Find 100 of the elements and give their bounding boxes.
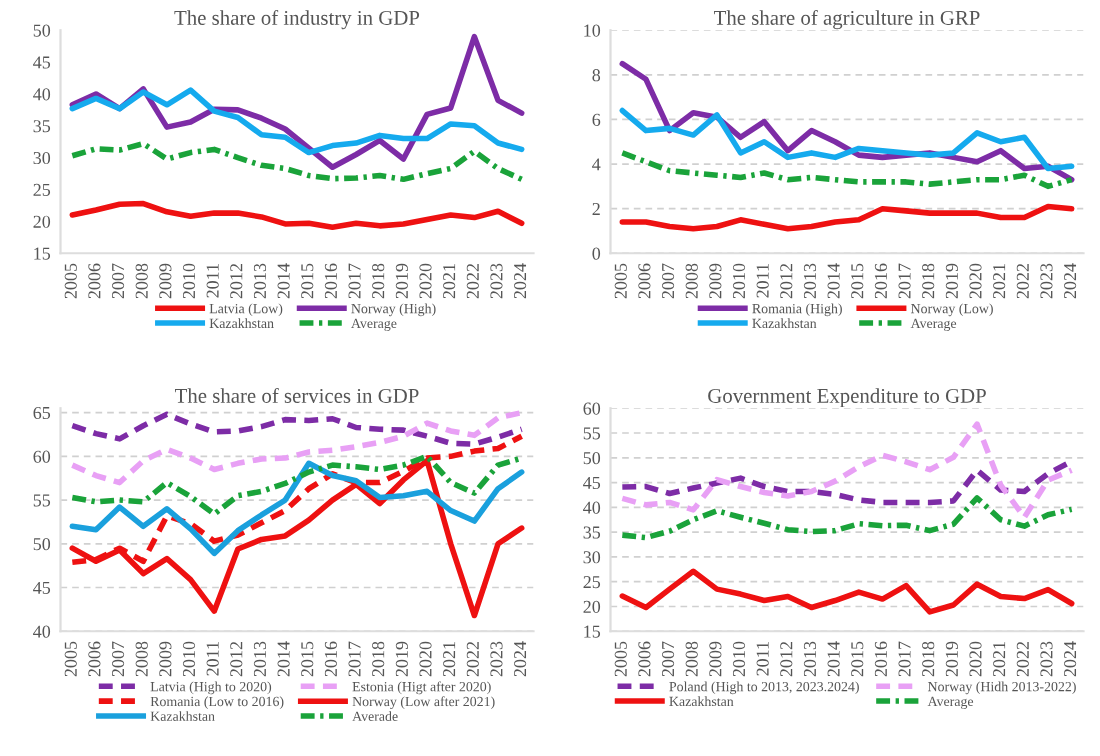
x-tick-label: 2007 [661,641,675,677]
x-tick-label: 2012 [230,641,243,677]
x-tick-label: 2011 [756,264,769,298]
x-tick-label: 2011 [756,642,769,676]
x-tick-label: 2009 [159,263,172,299]
y-tick-label: 55 [33,494,51,507]
x-tick-label: 2013 [803,641,817,677]
x-tick-label: 2020 [419,263,432,299]
y-tick-label: 8 [592,69,601,82]
x-tick-label: 2023 [1040,641,1053,677]
y-tick-label: 45 [33,56,51,69]
x-tick-label: 2024 [1064,641,1077,677]
y-tick-label: 50 [583,452,601,465]
x-tick-label: 2019 [945,263,958,299]
x-tick-label: 2011 [206,642,219,676]
x-tick-label: 2006 [638,641,651,677]
x-tick-label: 2016 [874,263,887,299]
x-tick-label: 2019 [395,263,408,299]
x-tick-label: 2022 [466,263,479,299]
x-tick-label: 2020 [969,641,982,677]
x-tick-label: 2024 [1064,263,1077,299]
x-tick-label: 2010 [182,263,196,299]
x-tick-label: 2007 [111,263,125,299]
y-tick-label: 50 [33,24,51,37]
x-tick-label: 2018 [372,263,385,299]
x-tick-label: 2020 [419,641,432,677]
line-series [69,411,525,447]
chart-title: Government Expenditure to GDP [708,388,986,408]
x-tick-label: 2008 [685,263,698,299]
line-series [69,460,525,557]
line-series [69,453,525,517]
x-tick-label: 2022 [466,641,479,677]
x-tick-label: 2013 [253,263,267,299]
y-tick-label: 4 [592,158,601,171]
line-series [619,495,1075,541]
x-tick-label: 2016 [324,263,337,299]
x-tick-label: 2023 [490,641,503,677]
x-tick-label: 2009 [709,263,722,299]
x-tick-label: 2012 [230,263,243,299]
y-tick-label: 30 [33,151,51,165]
x-tick-label: 2017 [348,641,361,677]
y-tick-label: 10 [584,24,601,37]
y-tick-label: 25 [33,183,51,196]
x-tick-label: 2011 [206,264,219,298]
x-tick-label: 2006 [88,641,101,677]
x-tick-label: 2018 [372,641,385,677]
y-tick-label: 45 [583,476,601,490]
line-series [619,568,1075,615]
x-tick-label: 2021 [993,264,1006,299]
y-tick-label: 25 [583,576,601,589]
x-tick-label: 2014 [827,641,840,677]
x-tick-label: 2005 [614,641,627,677]
y-tick-label: 60 [583,402,601,415]
x-tick-label: 2012 [780,263,793,299]
x-tick-label: 2024 [514,641,527,677]
y-tick-label: 20 [33,215,51,228]
x-tick-label: 2016 [324,641,337,677]
x-tick-label: 2009 [709,641,722,677]
x-tick-label: 2014 [277,263,290,299]
x-tick-label: 2019 [945,641,958,677]
line-series [69,87,525,156]
x-tick-label: 2014 [827,263,840,299]
x-tick-label: 2014 [277,641,290,677]
x-tick-label: 2005 [64,641,77,677]
line-series [619,421,1075,521]
x-tick-label: 2007 [111,641,125,677]
chart-title: The share of services in GDP [175,388,419,403]
x-tick-label: 2016 [874,641,887,677]
x-tick-label: 2006 [638,263,651,299]
x-tick-label: 2023 [1040,263,1053,299]
x-tick-label: 2007 [661,263,675,299]
y-tick-label: 40 [33,88,51,101]
y-tick-label: 55 [583,427,601,440]
y-tick-label: 45 [33,581,51,594]
x-tick-label: 2023 [490,263,503,299]
y-tick-label: 30 [583,551,601,564]
line-series [619,107,1075,172]
line-series [69,409,525,486]
x-tick-label: 2017 [898,263,911,299]
y-tick-label: 2 [592,202,600,215]
y-tick-label: 15 [34,247,51,260]
y-tick-label: 60 [33,450,51,463]
y-tick-label: 20 [583,600,601,613]
y-tick-label: 50 [33,538,51,551]
y-tick-label: 40 [33,625,51,638]
chart-title: The share of industry in GDP [174,10,420,30]
x-tick-label: 2021 [993,642,1006,677]
x-tick-label: 2012 [780,641,793,677]
x-tick-label: 2008 [135,641,148,677]
x-tick-label: 2005 [614,263,627,299]
x-tick-label: 2018 [922,263,935,299]
x-tick-label: 2015 [851,263,864,299]
chart-title: The share of agriculture in GRP [714,10,980,30]
line-series [69,140,525,183]
x-tick-label: 2013 [253,641,267,677]
line-series [69,200,525,230]
x-tick-label: 2020 [969,263,982,299]
x-tick-label: 2017 [898,641,911,677]
y-tick-label: 65 [33,406,51,420]
x-tick-label: 2013 [803,263,817,299]
